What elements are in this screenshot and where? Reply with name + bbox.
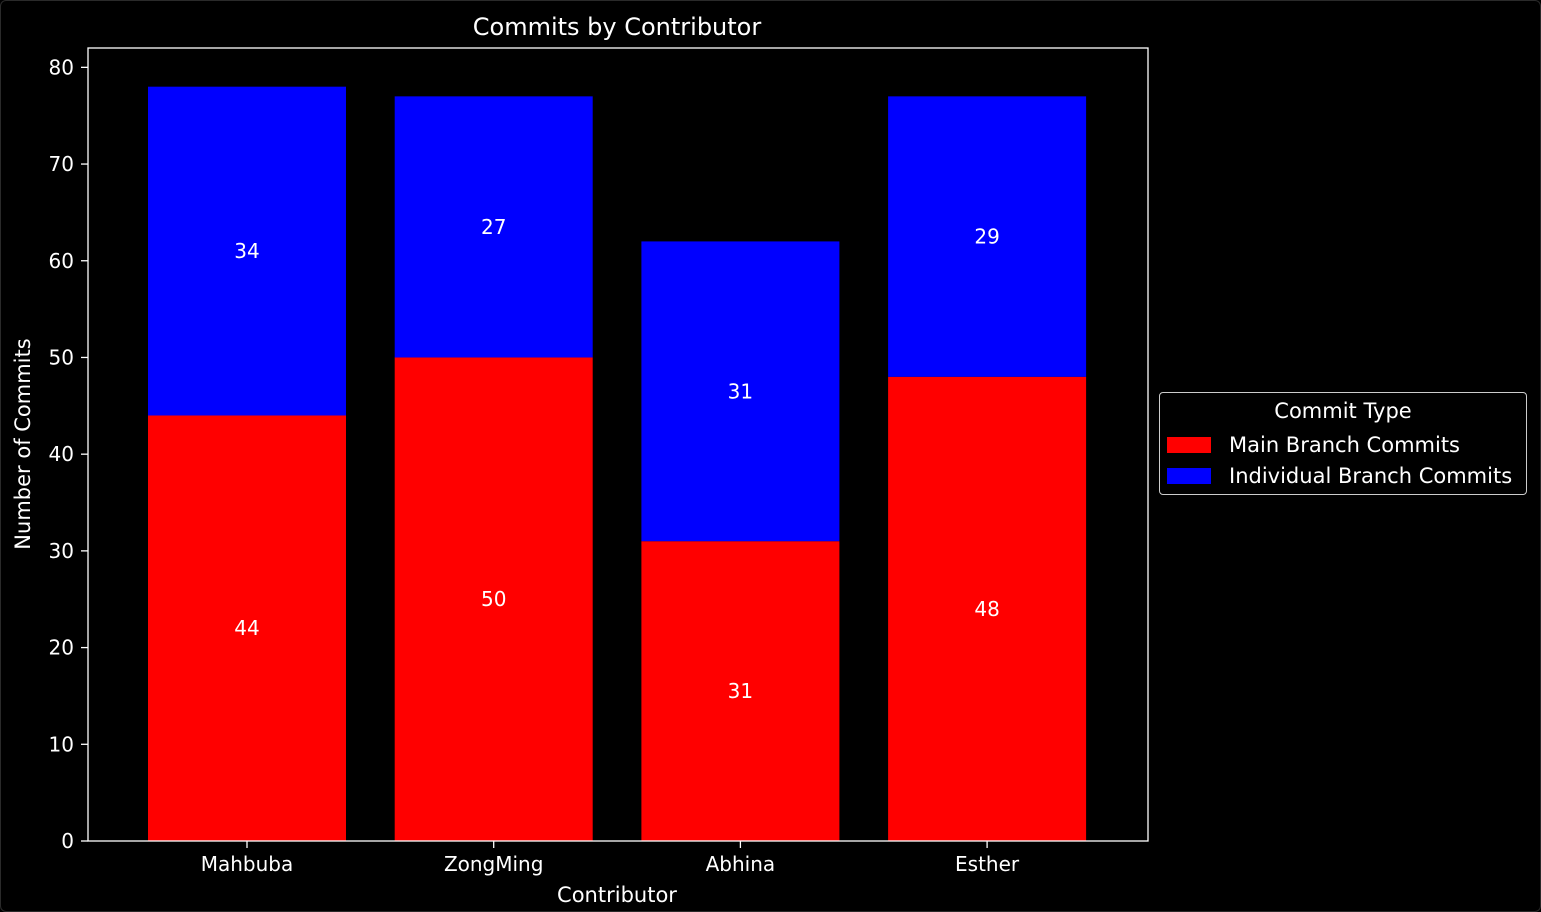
legend-label-main-branch: Main Branch Commits — [1229, 433, 1460, 457]
x-tick-label-zongming: ZongMing — [444, 852, 544, 876]
y-tick-label-60: 60 — [49, 249, 74, 273]
legend-label-individual-branch: Individual Branch Commits — [1229, 464, 1513, 488]
x-axis-label: Contributor — [557, 883, 677, 907]
data-label-zongming-main-branch-commits: 50 — [481, 587, 506, 611]
y-tick-label-30: 30 — [49, 539, 74, 563]
y-tick-label-50: 50 — [49, 345, 74, 369]
bar-mahbuba-main-branch-commits — [148, 415, 346, 841]
legend: Commit Type Main Branch Commits Individu… — [1159, 392, 1527, 495]
data-label-abhina-main-branch-commits: 31 — [728, 679, 753, 703]
chart-title: Commits by Contributor — [473, 13, 762, 41]
bar-mahbuba-individual-branch-commits — [148, 86, 346, 416]
y-tick-label-80: 80 — [49, 55, 74, 79]
bar-zongming-individual-branch-commits — [394, 96, 593, 358]
data-label-zongming-individual-branch-commits: 27 — [481, 215, 506, 239]
data-label-esther-individual-branch-commits: 29 — [974, 225, 999, 249]
legend-entry-individual-branch: Individual Branch Commits — [1167, 464, 1512, 488]
bars-layer — [148, 86, 1087, 841]
bar-esther-main-branch-commits — [888, 376, 1087, 841]
y-axis-label: Number of Commits — [11, 338, 35, 549]
legend-title: Commit Type — [1274, 399, 1412, 423]
bar-abhina-main-branch-commits — [641, 541, 840, 841]
x-tick-label-mahbuba: Mahbuba — [201, 852, 294, 876]
data-label-esther-main-branch-commits: 48 — [974, 597, 999, 621]
y-axis: 0 10 20 30 40 50 60 70 80 — [49, 55, 88, 853]
data-label-mahbuba-individual-branch-commits: 34 — [234, 239, 259, 263]
bar-zongming-main-branch-commits — [394, 357, 593, 841]
data-label-mahbuba-main-branch-commits: 44 — [234, 616, 259, 640]
y-tick-label-20: 20 — [49, 636, 74, 660]
x-tick-label-abhina: Abhina — [706, 852, 776, 876]
legend-swatch-main-branch — [1167, 437, 1211, 453]
bar-abhina-individual-branch-commits — [641, 241, 840, 542]
bar-esther-individual-branch-commits — [888, 96, 1087, 377]
x-tick-label-esther: Esther — [955, 852, 1020, 876]
x-axis: Mahbuba ZongMing Abhina Esther — [201, 841, 1020, 876]
y-tick-label-70: 70 — [49, 152, 74, 176]
y-tick-label-10: 10 — [49, 732, 74, 756]
plot-area-frame — [87, 47, 1149, 842]
y-tick-label-40: 40 — [49, 442, 74, 466]
legend-entry-main-branch: Main Branch Commits — [1167, 433, 1460, 457]
legend-swatch-individual-branch — [1167, 468, 1211, 484]
value-labels-layer: 44 34 50 27 31 31 48 29 — [234, 215, 1000, 703]
data-label-abhina-individual-branch-commits: 31 — [728, 379, 753, 403]
y-tick-label-0: 0 — [61, 829, 74, 853]
